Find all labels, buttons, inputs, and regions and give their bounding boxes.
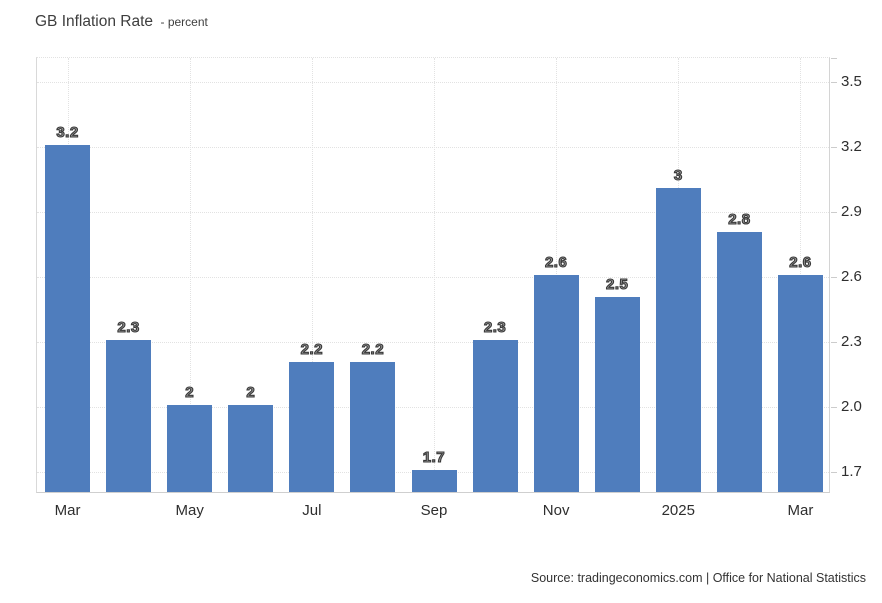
bar-value-label: 3.2 (56, 123, 79, 141)
y-axis-label: 2.3 (841, 333, 862, 351)
bar-Feb[interactable] (716, 231, 762, 492)
x-axis-label: Sep (420, 502, 448, 519)
plot-area: 1.7 2.0 2.3 2.6 2.9 3.2 3.5 3.2 2.3 2 2 2.2 2.2 1.7 2.… (36, 57, 862, 519)
bar-Mar[interactable] (777, 275, 823, 492)
y-axis-label: 3.2 (841, 137, 862, 155)
y-axis-tick (831, 342, 837, 344)
y-axis-tick (831, 472, 837, 474)
bar-Apr[interactable] (106, 340, 152, 492)
y-gridline (37, 81, 829, 83)
x-axis-label: Jul (302, 502, 322, 519)
y-gridline (37, 212, 829, 213)
y-axis-label: 1.7 (841, 463, 862, 481)
x-gridline (434, 58, 435, 492)
y-gridline (37, 277, 829, 279)
x-gridline (556, 58, 558, 492)
bar-value-label: 2.8 (728, 210, 751, 228)
y-gridline (37, 146, 829, 148)
y-axis-tick (831, 81, 837, 83)
chart-title-main: GB Inflation Rate (35, 13, 154, 30)
x-axis-label: Mar (787, 502, 814, 519)
y-axis-tick (831, 407, 837, 409)
y-axis-label: 2.9 (841, 203, 862, 220)
source-attribution: Source: tradingeconomics.com | Office fo… (530, 571, 866, 585)
y-axis-label: 2.6 (841, 268, 862, 286)
bar-value-label: 2.5 (605, 275, 629, 293)
bar-value-label: 2 (185, 384, 195, 402)
bar-value-label: 2.2 (300, 340, 323, 358)
bar-Aug[interactable] (350, 361, 396, 492)
x-axis-label: 2025 (661, 502, 695, 519)
bar-Oct[interactable] (472, 340, 518, 492)
bar-value-label: 2.3 (483, 319, 507, 337)
x-gridline (189, 58, 191, 492)
bar-value-label: 2.3 (117, 319, 140, 337)
chart-title: GB Inflation Rate - percent (35, 13, 208, 31)
bar-Jun[interactable] (228, 405, 274, 492)
bar-Nov[interactable] (533, 275, 579, 492)
bar-value-label: 2.2 (361, 340, 385, 358)
chart-title-subtitle: - percent (160, 15, 208, 29)
bar-value-label: 2 (246, 384, 256, 402)
y-gridline (37, 407, 829, 409)
y-axis-tick (831, 212, 837, 213)
x-axis-label: Mar (54, 502, 81, 519)
bar-Sep[interactable] (411, 470, 457, 492)
x-axis-label: May (175, 502, 204, 519)
x-gridline (311, 58, 313, 492)
bar-2025[interactable] (655, 188, 701, 492)
bar-value-label: 2.6 (544, 254, 568, 272)
bar-value-label: 2.6 (789, 254, 812, 272)
y-axis-tick (831, 277, 837, 279)
y-axis-label: 3.5 (841, 72, 862, 90)
x-axis-label: Nov (542, 502, 570, 519)
bar-value-label: 1.7 (422, 449, 446, 467)
bar-May[interactable] (167, 405, 213, 492)
y-axis-label: 2.0 (841, 398, 862, 416)
bar-Jul[interactable] (289, 361, 335, 492)
bar-Dec[interactable] (594, 296, 640, 492)
bar-value-label: 3 (673, 167, 683, 185)
x-gridline (800, 58, 802, 492)
bar-Mar[interactable] (45, 144, 91, 492)
y-axis-tick (831, 58, 837, 59)
y-axis-tick (831, 146, 837, 148)
y-gridline (37, 342, 829, 344)
